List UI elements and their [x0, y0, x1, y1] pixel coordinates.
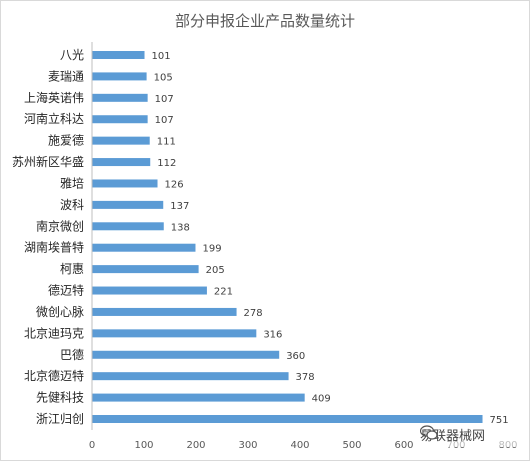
data-label: 126 — [165, 179, 184, 190]
bar — [92, 179, 158, 188]
x-tick-label: 0 — [89, 440, 95, 451]
data-label: 101 — [152, 51, 171, 62]
category-label: 雅培 — [60, 175, 84, 190]
bar — [92, 136, 150, 145]
bar — [92, 200, 164, 209]
data-label: 111 — [157, 137, 176, 148]
category-label: 苏州新区华盛 — [12, 154, 84, 169]
x-tick-label: 400 — [290, 440, 309, 451]
bar — [92, 372, 289, 381]
x-tick-label: 200 — [186, 440, 205, 451]
bar — [92, 286, 207, 295]
category-label: 北京迪玛克 — [24, 326, 84, 340]
data-label: 107 — [155, 115, 174, 126]
x-tick-label: 300 — [238, 440, 257, 451]
data-label: 199 — [202, 244, 221, 255]
bar — [92, 415, 483, 423]
bar — [92, 93, 148, 102]
bar — [92, 72, 147, 81]
category-label: 八光 — [60, 48, 84, 62]
data-label: 138 — [171, 222, 190, 233]
category-label: 上海英诺伟 — [24, 90, 84, 105]
data-label: 221 — [214, 287, 233, 298]
data-label: 137 — [170, 201, 189, 212]
chart-title: 部分申报企业产品数量统计 — [174, 12, 355, 30]
bar — [92, 329, 257, 338]
data-label: 378 — [296, 372, 315, 383]
x-tick-label: 500 — [342, 440, 361, 451]
wechat-icon — [420, 425, 438, 440]
category-label: 先健科技 — [36, 391, 84, 405]
data-label: 112 — [157, 158, 176, 169]
category-label: 河南立科达 — [24, 111, 84, 126]
bar — [92, 115, 148, 124]
x-tick-label: 600 — [394, 440, 413, 451]
data-label: 751 — [490, 415, 509, 426]
category-label: 柯惠 — [60, 262, 84, 276]
x-tick-label: 100 — [134, 440, 153, 451]
data-label: 278 — [244, 308, 263, 319]
category-label: 巴德 — [60, 347, 84, 362]
bar — [92, 51, 145, 59]
data-label: 105 — [154, 72, 173, 83]
bar — [92, 350, 280, 359]
data-label: 107 — [155, 94, 174, 105]
bar — [92, 243, 196, 252]
data-label: 205 — [206, 265, 225, 276]
bar — [92, 222, 164, 231]
category-label: 施爱德 — [48, 133, 84, 148]
bar — [92, 158, 151, 167]
category-label: 德迈特 — [48, 283, 84, 298]
data-label: 360 — [286, 351, 305, 362]
watermark: 易联器械网 — [420, 425, 525, 447]
bar — [92, 265, 199, 274]
category-label: 波科 — [60, 198, 84, 212]
data-label: 316 — [263, 329, 282, 340]
category-label: 南京微创 — [36, 218, 84, 233]
bar — [92, 393, 305, 402]
category-label: 浙江归创 — [36, 412, 84, 426]
category-label: 北京德迈特 — [24, 368, 84, 383]
category-label: 麦瑞通 — [48, 69, 84, 83]
category-label: 微创心脉 — [36, 304, 84, 319]
bar — [92, 307, 237, 316]
data-label: 409 — [312, 394, 331, 405]
category-label: 湖南埃普特 — [24, 240, 84, 255]
